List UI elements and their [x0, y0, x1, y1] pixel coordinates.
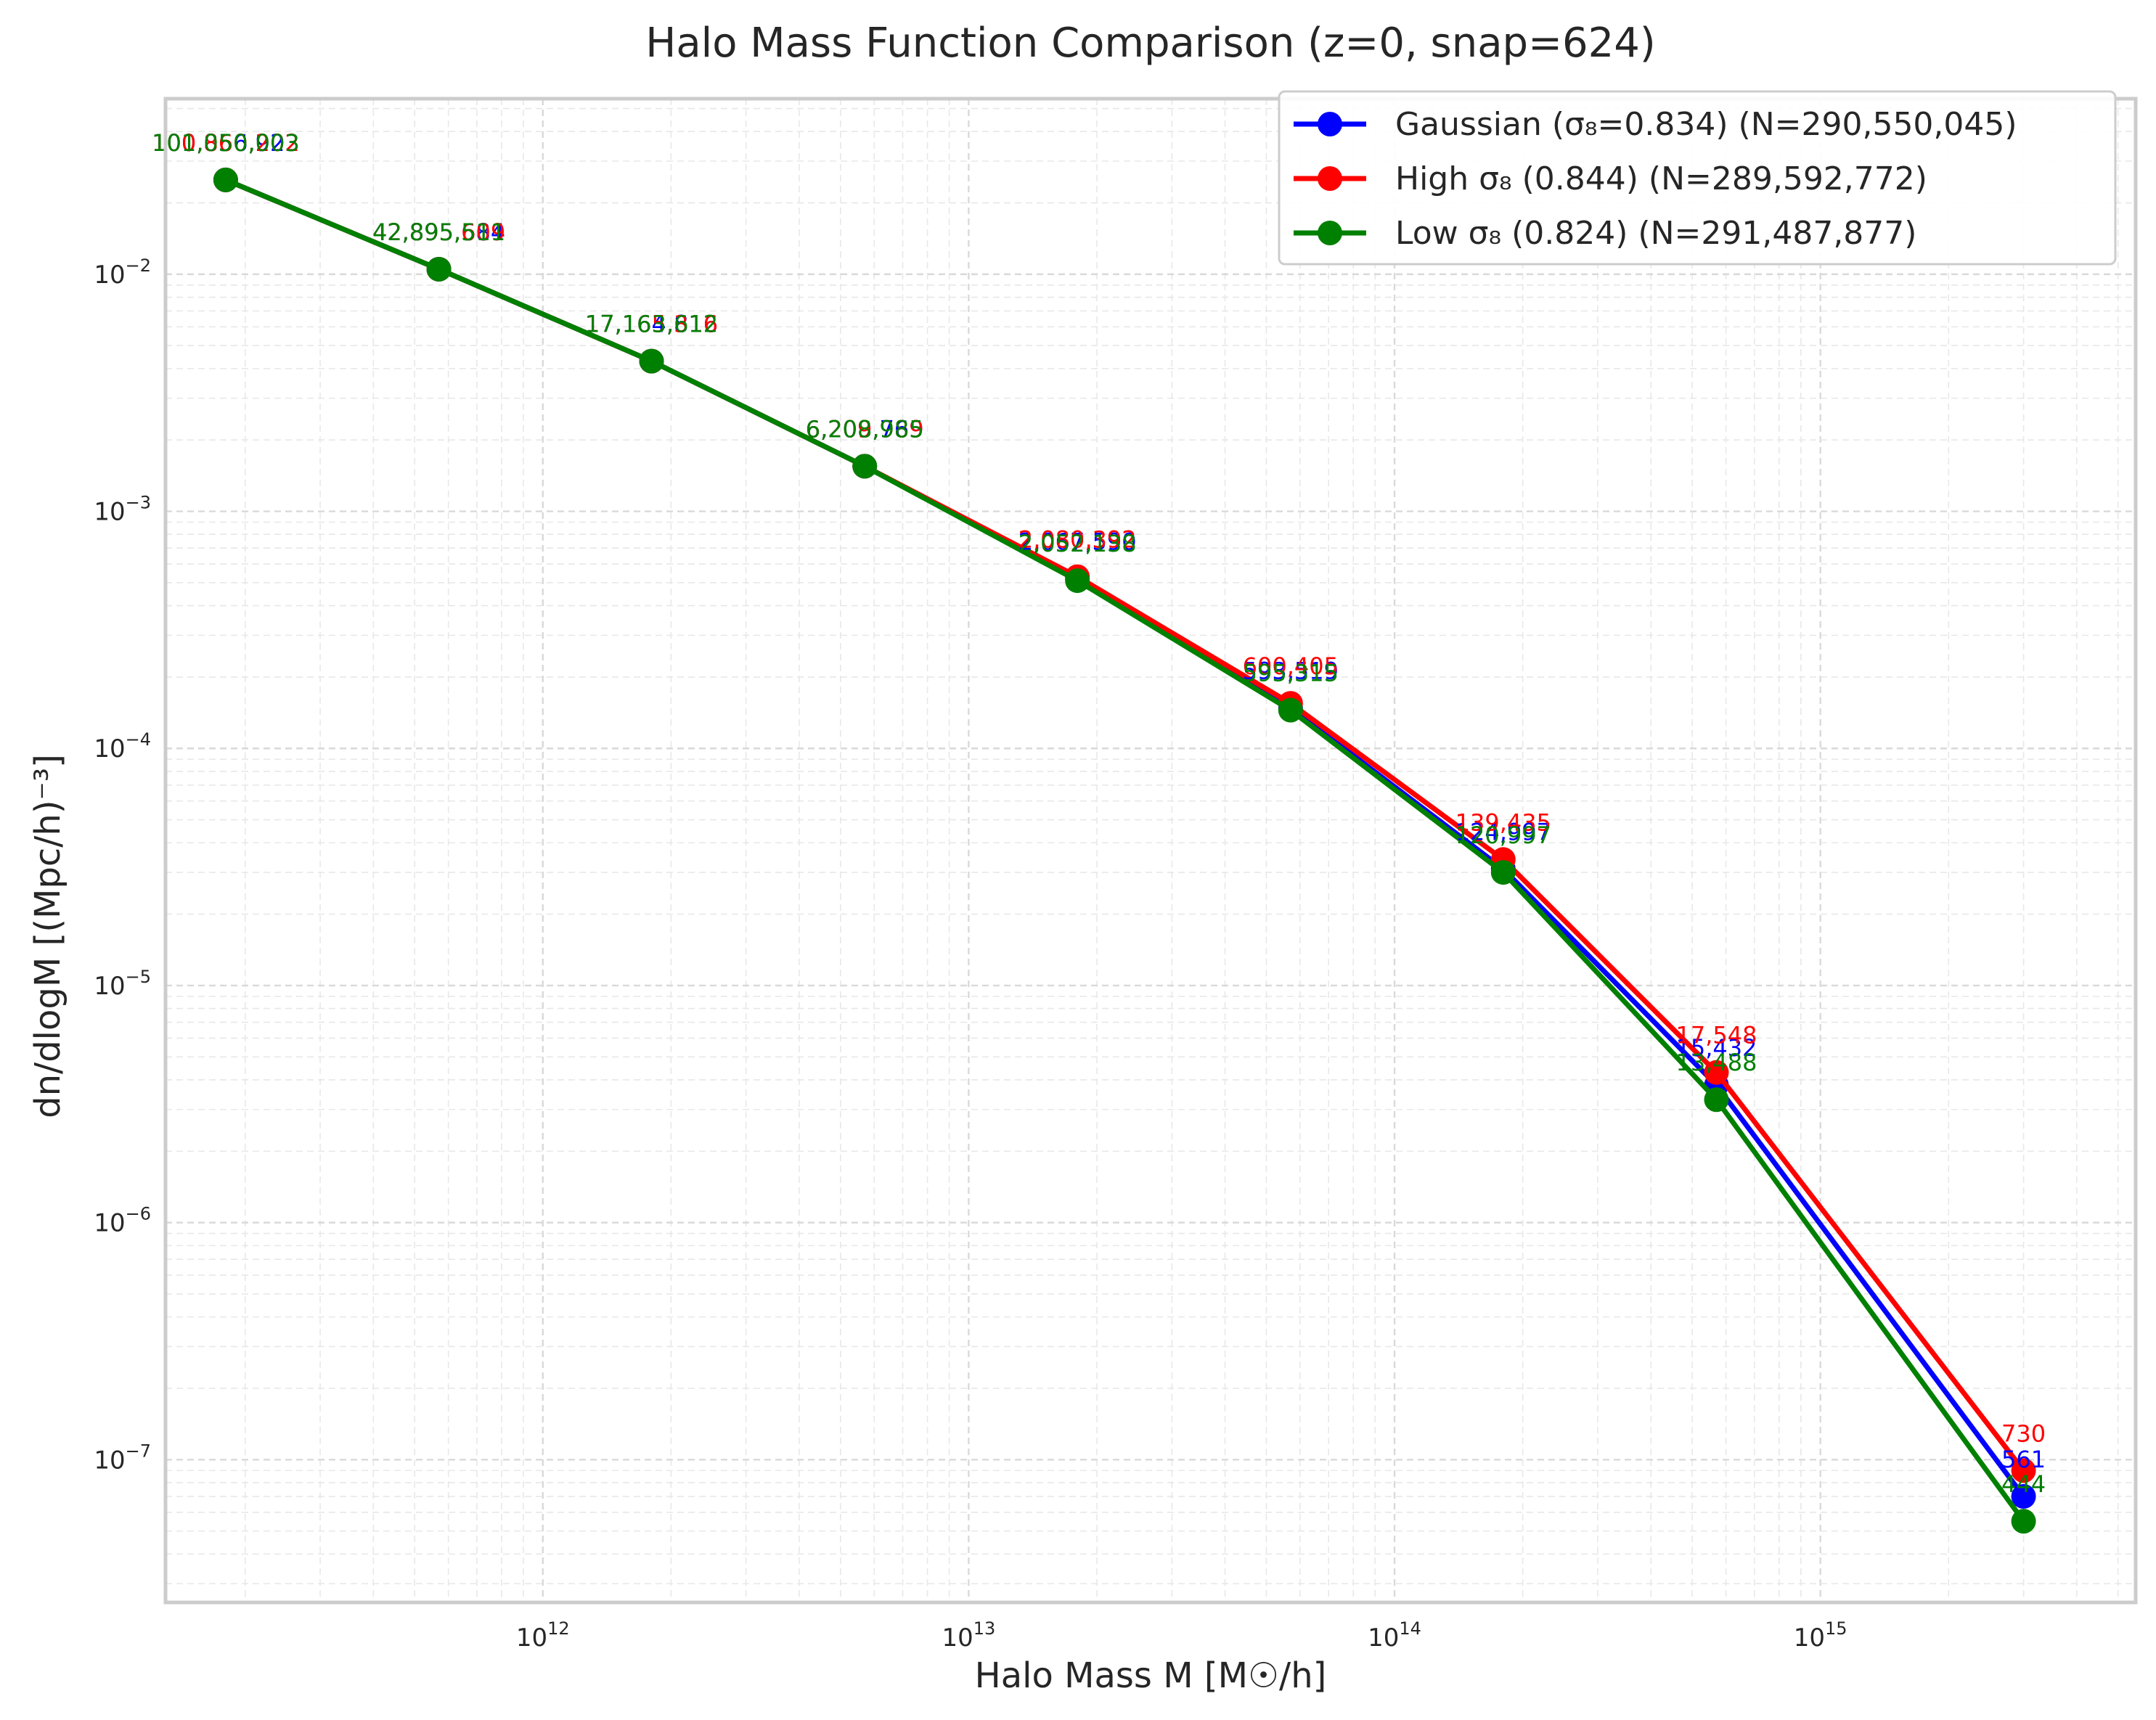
data-label: 2,067,590: [1018, 528, 1137, 555]
y-axis-label: dn/dlogM [(Mpc/h)⁻³]: [28, 754, 68, 1118]
data-label: 42,895,684: [372, 218, 505, 246]
axes-frame: [163, 97, 2138, 1605]
legend-marker: [1318, 166, 1342, 191]
legend-label: Low σ₈ (0.824) (N=291,487,877): [1395, 215, 1916, 252]
data-label: 139,435: [1455, 808, 1551, 836]
legend-frame: [1278, 90, 2117, 266]
data-point: [639, 348, 664, 374]
data-point: [1704, 1087, 1729, 1113]
data-point: [2011, 1458, 2036, 1483]
plot-background: [166, 99, 2136, 1602]
data-label: 2,052,138: [1018, 530, 1137, 557]
chart-title: Halo Mass Function Comparison (z=0, snap…: [645, 20, 1656, 67]
series-0-labels: 100,856,923 42,895,684 17,164,816 6,209,769…: [152, 129, 2046, 1473]
y-grid: [166, 107, 2136, 1584]
data-point: [2011, 1483, 2036, 1509]
data-label: 42,895,609: [372, 218, 505, 246]
data-label: 17,163,612: [585, 311, 718, 338]
data-label: 100,860,202: [152, 129, 300, 157]
x-tick-label: 1014: [1368, 1618, 1421, 1653]
data-label: 17,548: [1675, 1022, 1757, 1049]
y-tick-label: 10−2: [94, 255, 151, 290]
data-label: 100,856,923: [152, 129, 300, 157]
legend-entry: High σ₈ (0.844) (N=289,592,772): [1294, 160, 1927, 197]
data-label: 2,080,392: [1018, 526, 1137, 554]
data-label: 444: [2001, 1470, 2046, 1498]
x-tick-label: 1012: [516, 1618, 570, 1653]
data-point: [213, 167, 238, 192]
data-label: 13,488: [1675, 1049, 1757, 1076]
x-grid: [244, 99, 2119, 1602]
x-tick-label: 1013: [942, 1618, 996, 1653]
legend-label: High σ₈ (0.844) (N=289,592,772): [1395, 160, 1927, 197]
plot-area: 1012 1013 1014 1015 10−2 10−3 10−4 10−5 10−6 10−7…: [94, 97, 2138, 1653]
data-label: 15,432: [1675, 1034, 1757, 1062]
legend: Gaussian (σ₈=0.834) (N=290,550,045) High …: [1278, 90, 2117, 266]
data-label: 6,208,985: [806, 415, 924, 443]
x-axis-label: Halo Mass M [M☉/h]: [975, 1655, 1327, 1696]
legend-marker: [1318, 221, 1342, 245]
data-label: 101,050,003: [152, 129, 300, 157]
data-point: [2011, 1509, 2036, 1534]
data-point: [1490, 860, 1516, 885]
y-tick-label: 10−3: [94, 493, 151, 527]
data-label: 730: [2001, 1420, 2046, 1447]
series-2-labels: 101,050,003 42,895,511 17,163,612 6,208,985…: [152, 129, 2046, 1498]
data-label: 17,165,316: [585, 311, 718, 338]
data-label: 595,315: [1243, 660, 1339, 687]
data-point: [1278, 697, 1303, 723]
data-point: [1704, 1060, 1729, 1085]
legend-entry: Low σ₈ (0.824) (N=291,487,877): [1294, 215, 1916, 252]
y-tick-label: 10−6: [94, 1204, 151, 1238]
y-tick-label: 10−5: [94, 967, 151, 1001]
data-label: 120,997: [1455, 822, 1551, 849]
series-2: [213, 167, 2036, 1534]
data-label: 561: [2001, 1446, 2046, 1473]
data-label: 124,997: [1455, 818, 1551, 845]
legend-entry: Gaussian (σ₈=0.834) (N=290,550,045): [1294, 106, 2017, 143]
data-label: 42,895,511: [372, 218, 505, 246]
x-tick-label: 1015: [1794, 1618, 1847, 1653]
data-label: 6,209,769: [806, 415, 924, 443]
data-label: 600,405: [1243, 652, 1339, 680]
legend-label: Gaussian (σ₈=0.834) (N=290,550,045): [1395, 106, 2017, 143]
data-label: 6,209,989: [806, 415, 924, 443]
data-label: 17,164,816: [585, 311, 718, 338]
y-tick-label: 10−4: [94, 729, 151, 763]
data-point: [852, 454, 878, 479]
data-label: 593,519: [1243, 658, 1339, 685]
legend-marker: [1318, 112, 1342, 136]
data-point: [1065, 568, 1090, 594]
series-1-labels: 100,860,202 42,895,609 17,165,316 6,209,989…: [152, 129, 2046, 1447]
data-point: [426, 256, 452, 282]
y-tick-label: 10−7: [94, 1441, 151, 1475]
